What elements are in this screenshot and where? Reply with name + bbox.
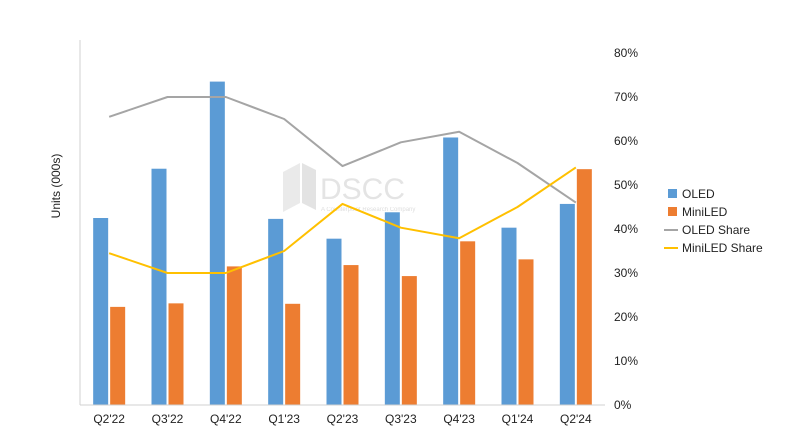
y2-tick-label: 70% — [614, 90, 638, 104]
x-tick-label: Q4'23 — [443, 412, 475, 426]
y-axis-title: Units (000s) — [49, 154, 63, 219]
bar-miniled-2 — [226, 266, 242, 405]
bar-oled-7 — [501, 227, 517, 405]
x-tick-label: Q3'23 — [385, 412, 417, 426]
y2-tick-label: 20% — [614, 310, 638, 324]
x-tick-label: Q3'22 — [152, 412, 184, 426]
legend-swatch-miniled — [668, 207, 677, 216]
bar-oled-5 — [384, 212, 400, 405]
legend-label-miniled: MiniLED — [682, 205, 728, 219]
y2-tick-label: 60% — [614, 134, 638, 148]
y2-tick-label: 80% — [614, 46, 638, 60]
y2-tick-label: 50% — [614, 178, 638, 192]
x-tick-label: Q4'22 — [210, 412, 242, 426]
line-miniled-share — [108, 166, 577, 274]
dscc-watermark: DSCC A Counterpoint Research Company — [283, 163, 415, 213]
bar-miniled-1 — [168, 303, 184, 405]
watermark-logo-text: DSCC — [320, 173, 405, 206]
bar-oled-4 — [326, 238, 342, 405]
bar-miniled-4 — [343, 265, 359, 405]
x-tick-label: Q2'24 — [560, 412, 592, 426]
dscc-logo-icon — [283, 163, 300, 212]
bar-miniled-3 — [285, 303, 301, 405]
x-tick-label: Q1'23 — [268, 412, 300, 426]
legend-swatch-oled — [668, 189, 677, 198]
legend-label-miniled-share: MiniLED Share — [682, 241, 763, 255]
bar-miniled-6 — [460, 241, 476, 405]
bar-oled-2 — [209, 81, 225, 405]
legend-label-oled: OLED — [682, 187, 715, 201]
bar-miniled-5 — [401, 276, 417, 405]
bar-oled-0 — [93, 218, 109, 405]
y2-tick-label: 0% — [614, 398, 632, 412]
dscc-logo-icon-side — [302, 163, 316, 210]
y2-tick-label: 30% — [614, 266, 638, 280]
x-tick-label: Q2'22 — [93, 412, 125, 426]
bar-oled-8 — [559, 203, 575, 405]
bar-miniled-8 — [576, 169, 592, 405]
x-tick-label: Q2'23 — [327, 412, 359, 426]
bar-oled-6 — [443, 137, 459, 406]
bar-oled-3 — [268, 218, 284, 405]
x-tick-label: Q1'24 — [502, 412, 534, 426]
line-oled-share — [108, 96, 577, 204]
watermark-tagline: A Counterpoint Research Company — [321, 207, 415, 213]
legend-label-oled-share: OLED Share — [682, 223, 750, 237]
bar-miniled-0 — [110, 306, 126, 405]
y2-tick-label: 10% — [614, 354, 638, 368]
bar-miniled-7 — [518, 259, 534, 405]
bar-oled-1 — [151, 168, 167, 405]
y2-tick-label: 40% — [614, 222, 638, 236]
